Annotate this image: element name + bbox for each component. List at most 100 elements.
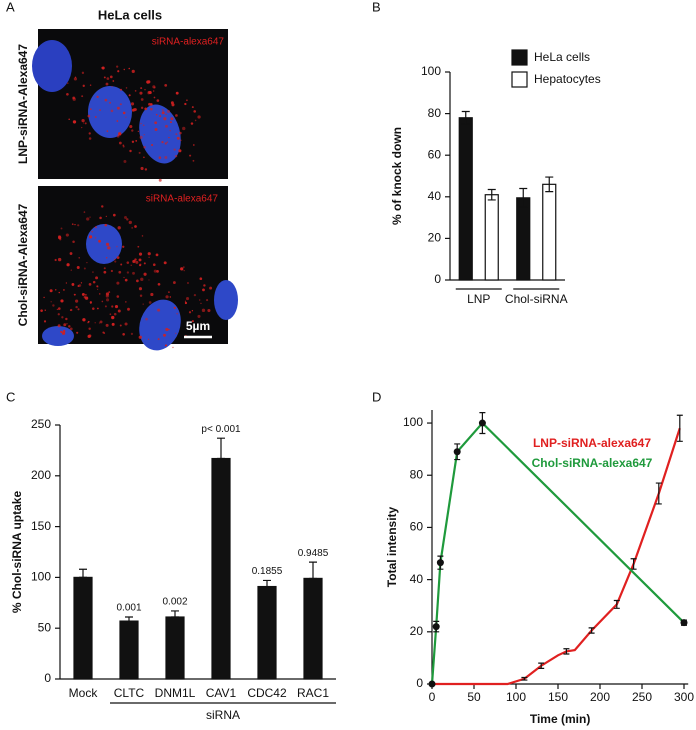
speckle	[105, 256, 108, 259]
micrograph	[38, 186, 228, 344]
speckle	[111, 305, 114, 308]
speckle	[76, 266, 80, 270]
marker	[432, 623, 440, 631]
speckle	[141, 235, 144, 237]
speckle	[172, 281, 176, 285]
speckle	[123, 68, 126, 71]
speckle	[66, 92, 69, 96]
speckle	[136, 279, 139, 283]
speckle	[82, 318, 86, 322]
speckle	[140, 277, 144, 281]
speckle	[89, 108, 92, 110]
speckle	[110, 269, 113, 273]
speckle	[109, 101, 111, 104]
speckle	[105, 215, 107, 218]
speckle	[128, 67, 130, 70]
speckle	[197, 115, 201, 119]
speckle	[81, 118, 85, 123]
speckle	[164, 344, 168, 347]
speckle	[86, 217, 90, 221]
speckle	[88, 327, 91, 330]
speckle	[57, 257, 62, 262]
speckle	[169, 296, 172, 298]
y-tick-label: 0	[416, 676, 423, 690]
panel-a-title: HeLa cells	[98, 7, 162, 22]
speckle	[147, 91, 150, 93]
speckle	[117, 309, 121, 313]
speckle	[143, 146, 146, 149]
speckle	[77, 224, 80, 227]
speckle	[117, 70, 120, 73]
speckle	[137, 245, 140, 248]
panel-label: B	[372, 0, 381, 14]
speckle	[61, 316, 64, 319]
speckle	[147, 252, 151, 256]
speckle	[99, 109, 101, 111]
speckle	[175, 114, 178, 117]
speckle	[60, 330, 63, 334]
y-axis-label: % Chol-siRNA uptake	[10, 491, 24, 614]
speckle	[143, 133, 145, 136]
speckle	[194, 119, 197, 122]
speckle	[61, 331, 66, 335]
speckle	[98, 239, 101, 243]
y-tick-label: 50	[38, 620, 52, 634]
speckle	[137, 130, 139, 132]
panel-label: A	[6, 0, 15, 14]
error-bar	[538, 662, 545, 669]
speckle	[92, 271, 94, 273]
speckle	[140, 122, 142, 125]
error-bar	[461, 110, 470, 125]
speckle	[73, 77, 78, 81]
speckle	[81, 126, 83, 129]
speckle	[192, 144, 195, 146]
y-tick-label: 100	[403, 415, 423, 429]
speckle	[126, 218, 129, 221]
speckle	[143, 272, 147, 276]
speckle	[150, 292, 154, 297]
speckle	[75, 299, 79, 303]
speckle	[62, 329, 66, 333]
speckle	[139, 135, 143, 139]
speckle	[72, 97, 76, 101]
speckle	[113, 312, 117, 316]
x-tick-label: 0	[429, 690, 436, 704]
speckle	[140, 87, 143, 90]
y-tick-label: 60	[428, 147, 442, 161]
speckle	[170, 121, 172, 124]
speckle	[184, 300, 187, 302]
speckle	[65, 233, 69, 237]
x-tick-label: 100	[506, 690, 526, 704]
speckle	[71, 283, 75, 286]
speckle	[143, 262, 146, 265]
speckle	[119, 324, 122, 327]
x-tick-label: LNP	[467, 292, 490, 306]
x-tick-label: 150	[548, 690, 568, 704]
error-bar	[676, 414, 683, 442]
speckle	[99, 216, 102, 220]
error-bar	[613, 599, 620, 609]
speckle	[165, 295, 169, 299]
speckle	[73, 293, 76, 296]
speckle	[43, 320, 47, 323]
speckle	[66, 263, 70, 267]
speckle	[168, 328, 170, 331]
speckle	[165, 124, 168, 128]
speckle	[69, 252, 73, 256]
speckle	[163, 117, 167, 121]
speckle	[140, 166, 144, 171]
speckle	[182, 126, 186, 131]
speckle	[193, 293, 197, 297]
speckle	[173, 306, 176, 309]
y-tick-label: 250	[31, 417, 51, 431]
speckle	[84, 293, 87, 296]
speckle	[84, 122, 87, 125]
speckle	[96, 307, 99, 310]
speckle	[110, 109, 114, 113]
error-bar	[171, 610, 179, 618]
speckle	[116, 120, 119, 122]
speckle	[164, 142, 167, 145]
speckle	[111, 322, 115, 326]
speckle	[159, 115, 162, 118]
nucleus	[139, 104, 181, 164]
